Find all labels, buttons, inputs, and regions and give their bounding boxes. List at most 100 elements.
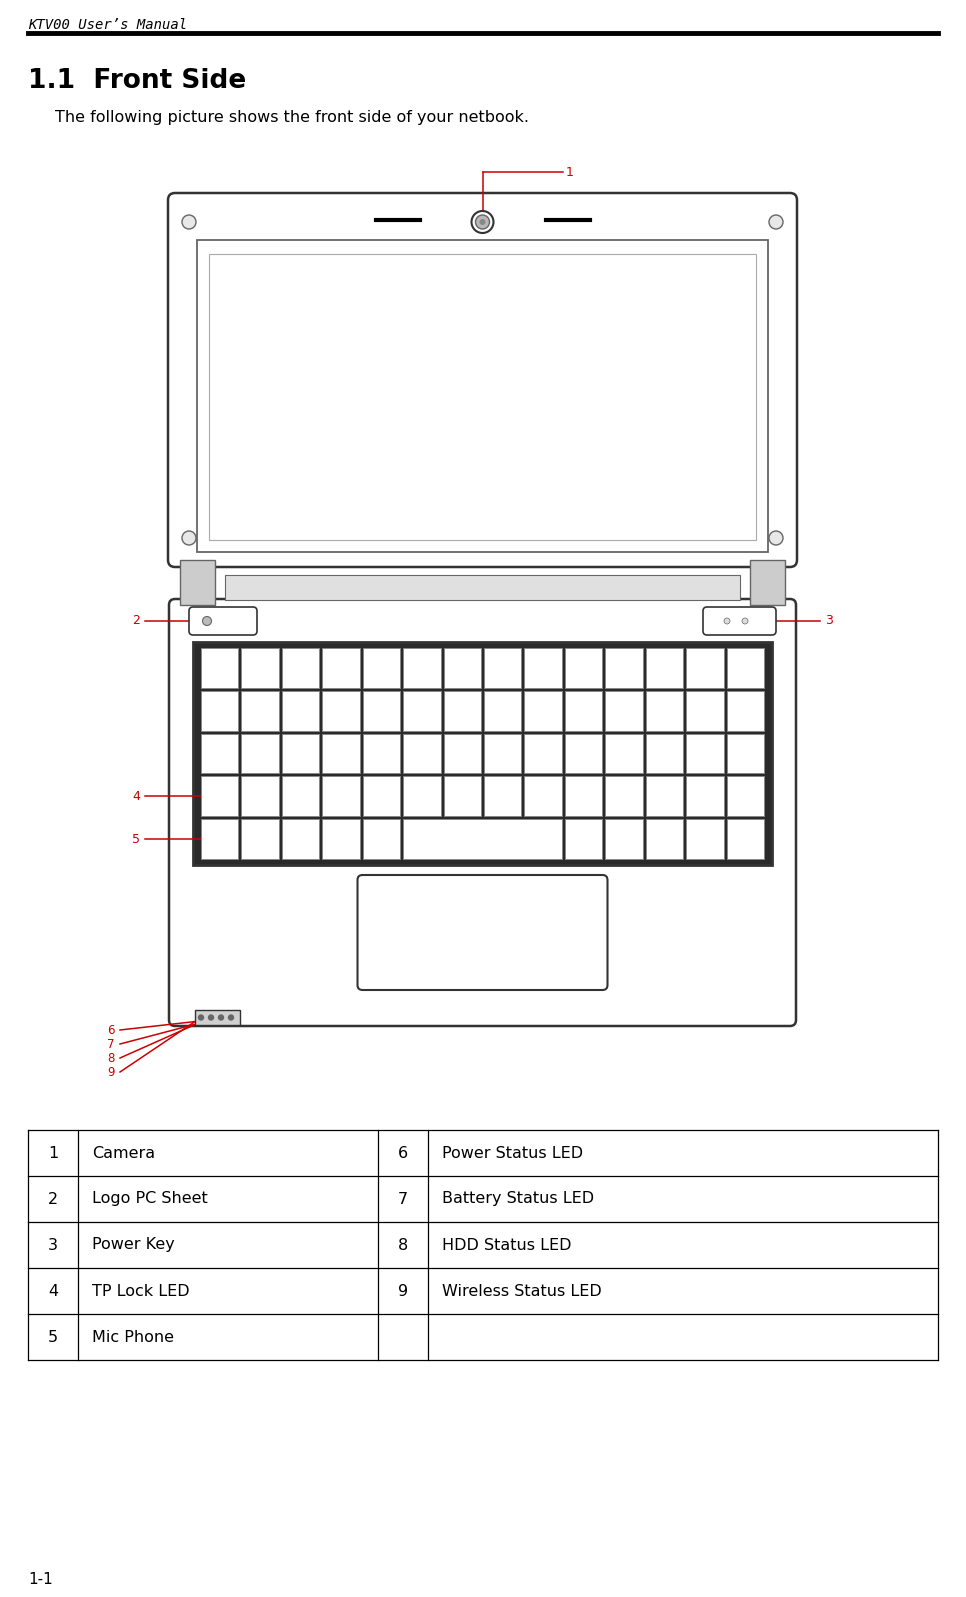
Bar [525,776,562,816]
Bar [195,1009,240,1025]
Bar [645,776,683,816]
Bar [403,733,440,773]
Bar [484,776,522,816]
Circle shape [475,216,490,228]
Bar [606,648,642,688]
Bar [565,648,602,688]
Bar [443,648,481,688]
Bar [362,648,400,688]
Text: 3: 3 [825,615,833,628]
Bar [645,648,683,688]
Text: 9: 9 [398,1284,408,1298]
Bar [606,692,642,730]
Text: Camera: Camera [92,1145,156,1161]
Bar [726,819,764,859]
Bar [686,733,724,773]
Bar [362,733,400,773]
Circle shape [769,216,783,228]
Text: 8: 8 [398,1238,408,1252]
Bar [525,648,562,688]
Bar [282,776,320,816]
Bar [686,776,724,816]
Circle shape [479,219,486,225]
Bar [323,733,359,773]
Bar [565,819,602,859]
Bar [686,692,724,730]
Bar [750,561,785,605]
Text: 7: 7 [107,1038,115,1051]
Bar [606,733,642,773]
Bar [201,819,239,859]
Circle shape [182,216,196,228]
Bar [443,692,481,730]
Bar [403,648,440,688]
Text: Power Status LED: Power Status LED [442,1145,583,1161]
Bar [242,776,279,816]
Text: 7: 7 [398,1191,408,1206]
Bar [525,692,562,730]
Circle shape [198,1016,204,1020]
Bar [686,648,724,688]
Circle shape [742,618,748,624]
Circle shape [769,530,783,545]
Bar [180,561,215,605]
Text: 2: 2 [48,1191,58,1206]
Bar [645,733,683,773]
Text: Mic Phone: Mic Phone [92,1329,174,1345]
Circle shape [203,616,212,626]
Bar [197,240,768,553]
Bar [225,575,740,600]
Bar [565,692,602,730]
Circle shape [209,1016,213,1020]
Bar [362,776,400,816]
Bar [282,733,320,773]
Bar [645,692,683,730]
FancyBboxPatch shape [189,607,257,636]
Text: Battery Status LED: Battery Status LED [442,1191,594,1206]
Text: Power Key: Power Key [92,1238,175,1252]
Text: 6: 6 [398,1145,408,1161]
Text: Logo PC Sheet: Logo PC Sheet [92,1191,208,1206]
Text: 4: 4 [132,791,140,803]
Text: 1-1: 1-1 [28,1571,53,1587]
Circle shape [182,530,196,545]
Bar [242,733,279,773]
Text: 8: 8 [107,1051,115,1065]
Bar [565,733,602,773]
Text: KTV00 User’s Manual: KTV00 User’s Manual [28,18,187,32]
Bar [201,776,239,816]
Bar [686,819,724,859]
FancyBboxPatch shape [169,599,796,1025]
Text: 6: 6 [107,1024,115,1036]
Bar [403,819,562,859]
Text: 9: 9 [107,1065,115,1078]
Text: 1: 1 [565,166,574,179]
Text: 4: 4 [48,1284,58,1298]
Bar [362,819,400,859]
Bar [403,692,440,730]
Bar [726,648,764,688]
Bar [443,733,481,773]
Bar [282,648,320,688]
Bar [484,692,522,730]
Bar [323,819,359,859]
Bar [323,648,359,688]
Bar [323,776,359,816]
Text: 1.1  Front Side: 1.1 Front Side [28,69,246,94]
Bar [242,819,279,859]
Bar [323,692,359,730]
Bar [606,776,642,816]
Text: Wireless Status LED: Wireless Status LED [442,1284,602,1298]
FancyBboxPatch shape [703,607,776,636]
Bar [282,819,320,859]
FancyBboxPatch shape [168,193,797,567]
Circle shape [218,1016,223,1020]
Bar [201,692,239,730]
Bar [242,692,279,730]
Bar [484,648,522,688]
Bar [645,819,683,859]
Bar [201,648,239,688]
Bar [209,254,756,540]
Text: 5: 5 [132,832,140,845]
Text: TP Lock LED: TP Lock LED [92,1284,189,1298]
